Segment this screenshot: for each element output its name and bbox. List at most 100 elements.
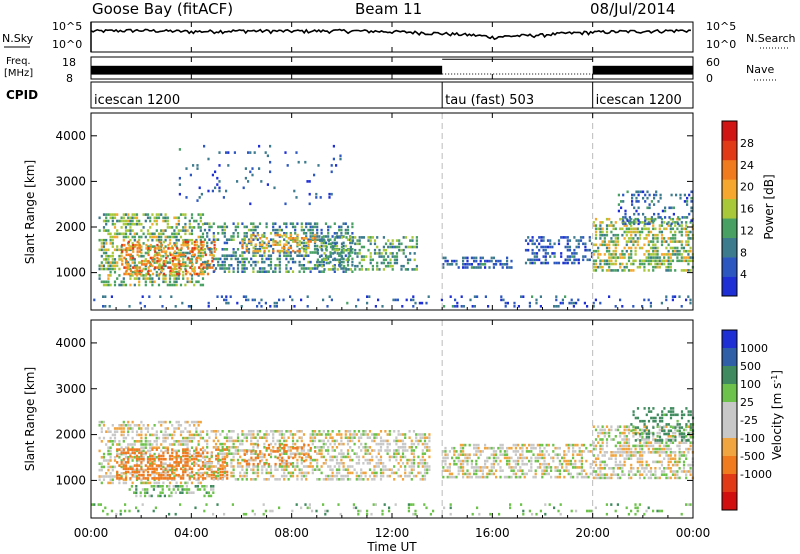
scatter-cell (199, 248, 202, 252)
scatter-cell (620, 200, 623, 203)
scatter-cell (532, 443, 535, 447)
scatter-cell (254, 228, 257, 232)
scatter-cell (531, 261, 534, 265)
scatter-cell (412, 458, 416, 462)
scatter-cell (667, 224, 670, 227)
scatter-cell (572, 462, 575, 466)
scatter-cell (305, 251, 308, 254)
scatter-cell (116, 443, 119, 446)
scatter-cell (335, 244, 339, 248)
scatter-cell (309, 260, 312, 264)
scatter-cell (140, 446, 143, 449)
scatter-cell (316, 468, 319, 471)
scatter-cell (199, 258, 202, 261)
scatter-cell (667, 253, 670, 256)
scatter-cell (232, 251, 235, 254)
scatter-cell (501, 443, 504, 447)
scatter-cell (572, 305, 575, 308)
scatter-cell (605, 233, 609, 237)
scatter-cell (638, 259, 642, 263)
scatter-cell (327, 452, 330, 455)
scatter-cell (637, 222, 640, 226)
scatter-cell (294, 442, 297, 446)
scatter-cell (639, 190, 642, 194)
scatter-cell (634, 227, 637, 231)
scatter-cell (155, 485, 158, 488)
scatter-cell (111, 475, 114, 478)
scatter-cell (636, 217, 639, 221)
scatter-cell (332, 245, 335, 249)
scatter-cell (643, 265, 646, 269)
scatter-cell (206, 222, 209, 225)
scatter-cell (208, 228, 211, 232)
scatter-cell (338, 468, 341, 471)
scatter-cell (199, 251, 202, 255)
scatter-cell (149, 454, 152, 458)
scatter-cell (519, 453, 522, 456)
scatter-cell (127, 433, 130, 437)
scatter-cell (302, 474, 306, 478)
scatter-cell (182, 430, 185, 433)
scatter-cell (256, 248, 259, 251)
scatter-cell (331, 449, 334, 452)
scatter-cell (567, 469, 570, 472)
scatter-cell (155, 213, 158, 216)
scatter-cell (197, 424, 200, 427)
scatter-cell (239, 474, 242, 478)
scatter-cell (514, 472, 517, 476)
scatter-cell (616, 441, 620, 444)
scatter-cell (180, 263, 183, 266)
scatter-cell (649, 470, 653, 473)
scatter-cell (564, 261, 567, 265)
scatter-cell (127, 229, 130, 232)
scatter-cell (558, 446, 561, 450)
scatter-cell (627, 428, 631, 432)
scatter-cell (603, 233, 606, 237)
scatter-cell (647, 243, 650, 247)
scatter-cell (508, 459, 511, 463)
scatter-cell (116, 473, 119, 477)
scatter-cell (671, 237, 675, 240)
scatter-cell (644, 219, 647, 222)
scatter-cell (500, 295, 503, 298)
scatter-cell (247, 433, 251, 436)
scatter-cell (481, 263, 484, 266)
scatter-cell (413, 252, 416, 255)
scatter-cell (423, 471, 427, 475)
scatter-cell (625, 444, 628, 448)
scatter-cell (315, 192, 318, 196)
scatter-cell (298, 430, 301, 433)
scatter-cell (316, 462, 319, 465)
scatter-cell (338, 465, 341, 468)
scatter-cell (674, 233, 677, 237)
scatter-cell (187, 256, 190, 260)
scatter-cell (366, 462, 369, 465)
scatter-cell (346, 468, 350, 471)
scatter-cell (167, 266, 170, 269)
scatter-cell (203, 248, 207, 251)
scatter-cell (342, 222, 345, 225)
scatter-cell (527, 258, 530, 262)
scatter-cell (199, 467, 202, 471)
scatter-cell (160, 269, 163, 273)
scatter-cell (138, 235, 141, 239)
scatter-cell (603, 259, 606, 263)
scatter-cell (690, 200, 693, 203)
scatter-cell (533, 261, 536, 265)
scatter-cell (475, 450, 478, 453)
scatter-cell (410, 471, 413, 475)
scatter-cell (252, 232, 255, 235)
scatter-cell (261, 257, 264, 261)
scatter-cell (215, 454, 218, 458)
scatter-cell (342, 452, 345, 455)
scatter-cell (193, 267, 196, 271)
scatter-cell (227, 164, 230, 167)
scatter-cell (157, 472, 161, 475)
scatter-cell (379, 468, 383, 471)
scatter-cell (197, 464, 200, 467)
scatter-cell (514, 459, 517, 463)
scatter-cell (619, 227, 622, 231)
scatter-cell (404, 474, 407, 478)
scatter-cell (197, 451, 200, 455)
